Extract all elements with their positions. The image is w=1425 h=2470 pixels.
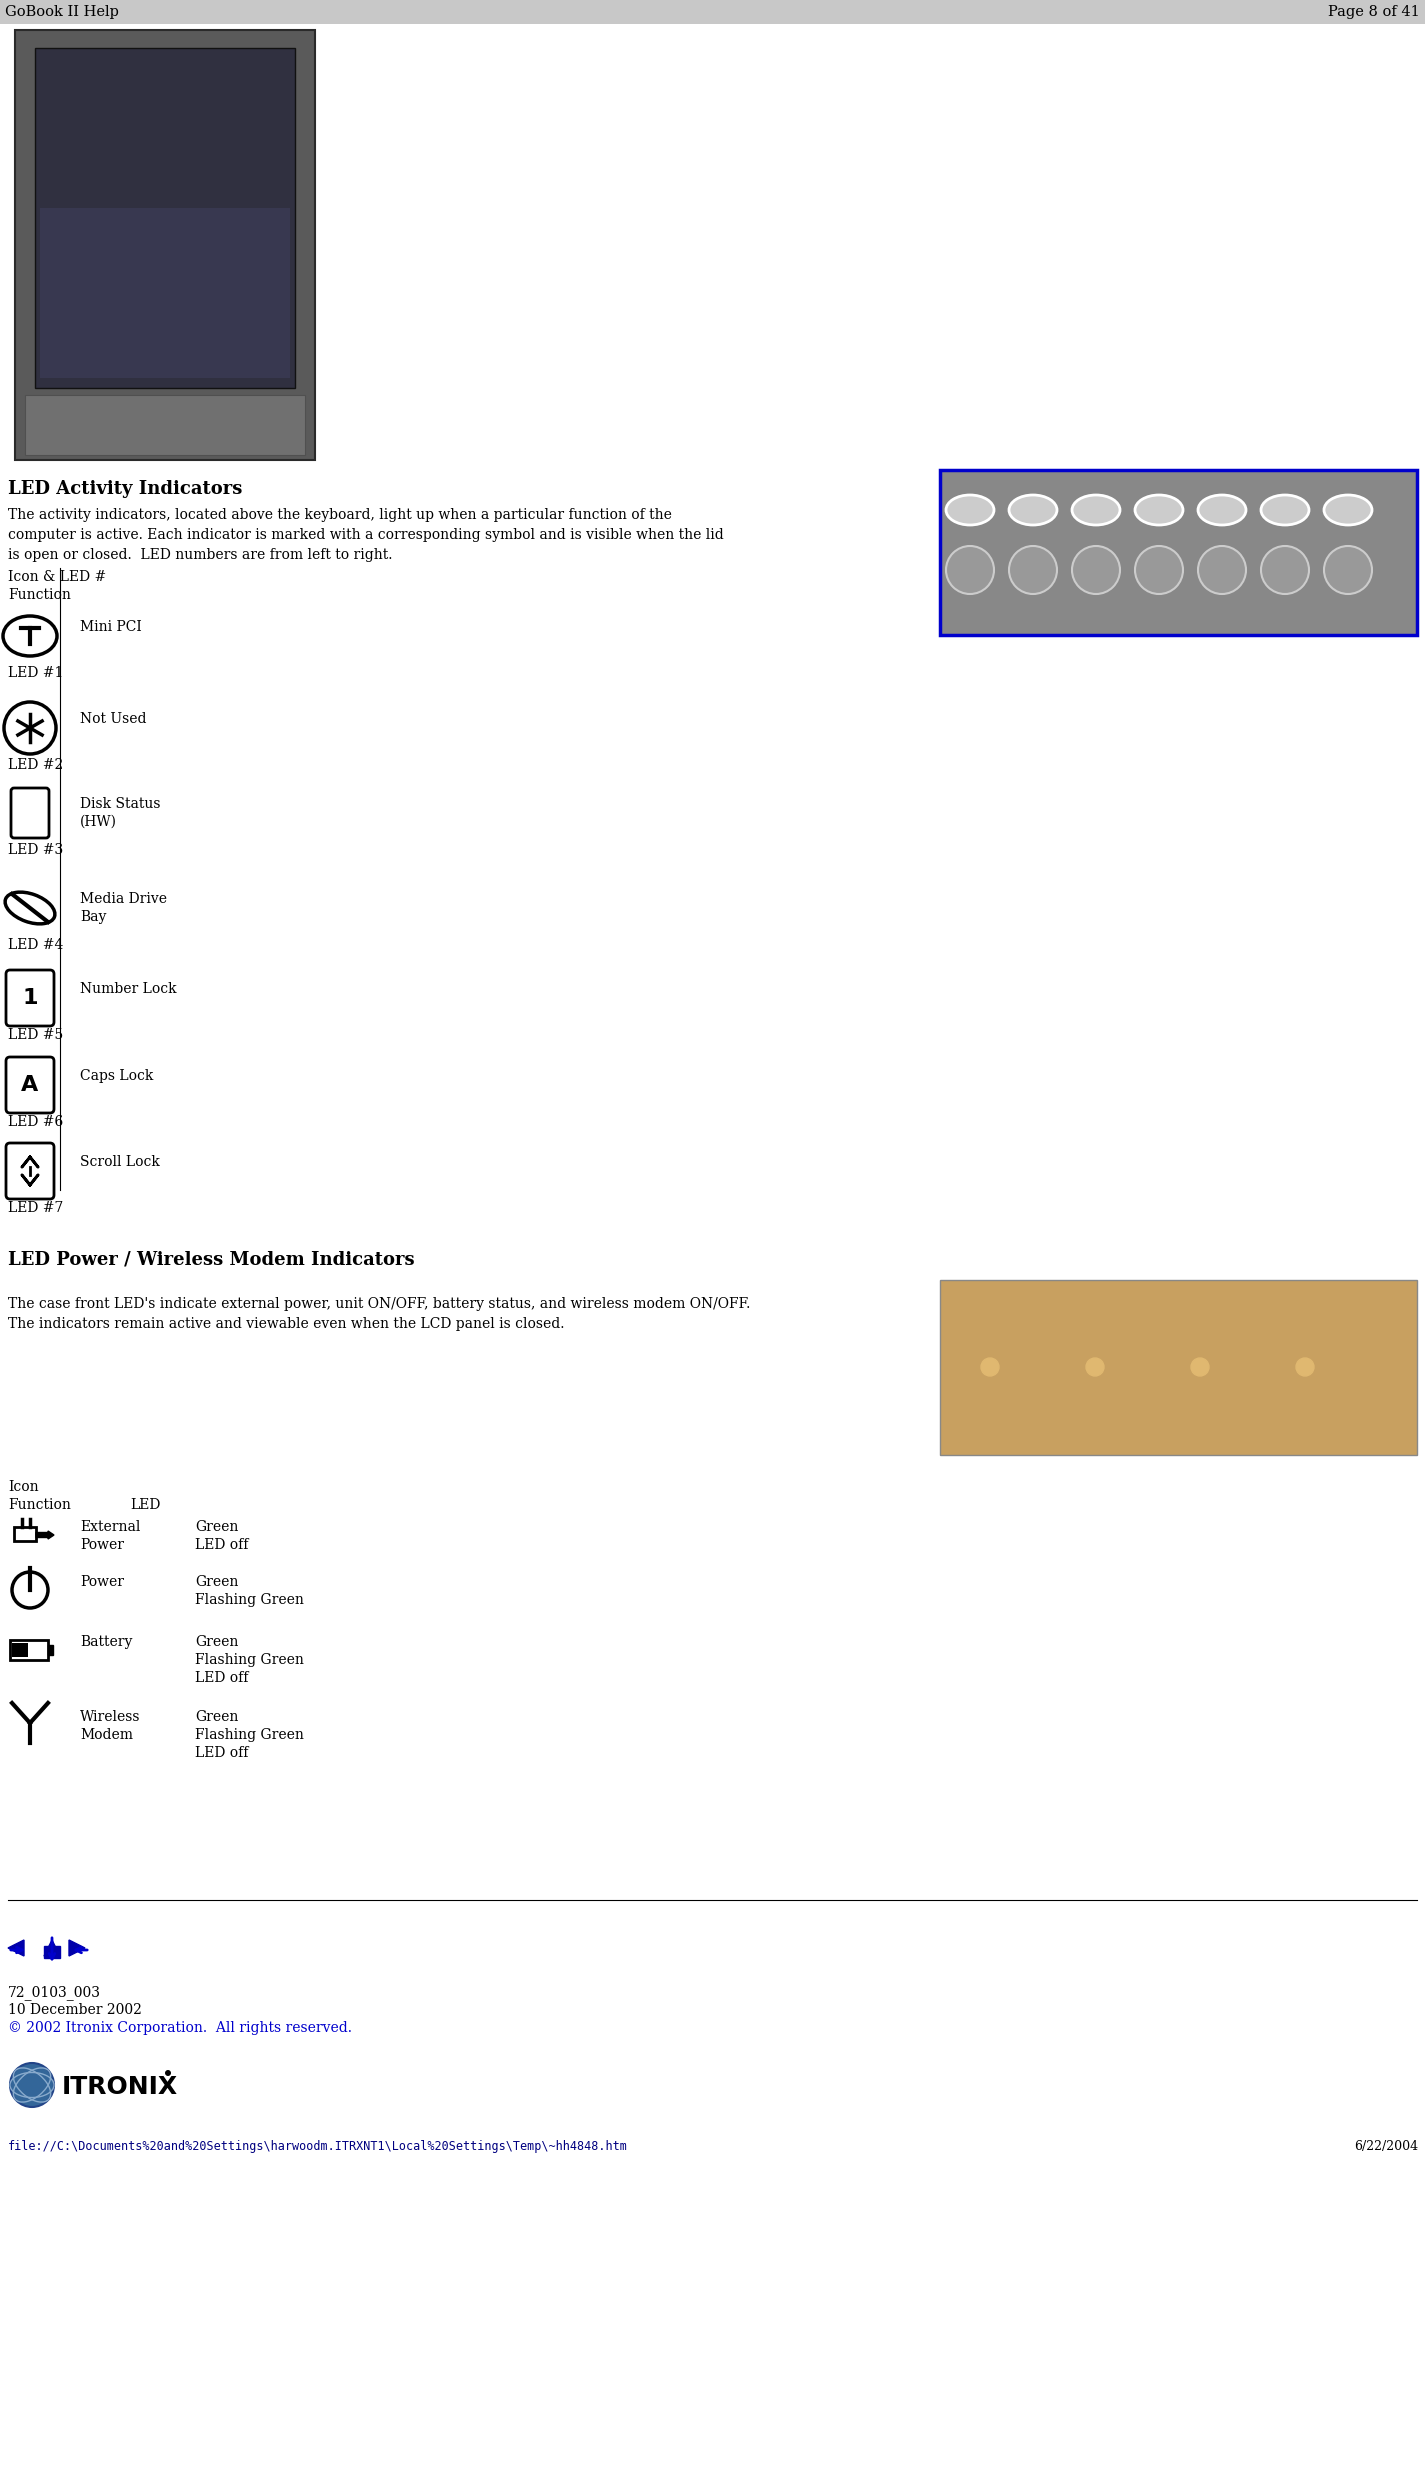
Ellipse shape [1072, 546, 1120, 593]
Text: Not Used: Not Used [80, 711, 147, 726]
Text: Scroll Lock: Scroll Lock [80, 1156, 160, 1168]
Text: Mini PCI: Mini PCI [80, 620, 141, 635]
Text: 1: 1 [23, 988, 37, 1008]
Text: is open or closed.  LED numbers are from left to right.: is open or closed. LED numbers are from … [9, 548, 392, 563]
Text: The activity indicators, located above the keyboard, light up when a particular : The activity indicators, located above t… [9, 509, 671, 521]
Text: © 2002 Itronix Corporation.  All rights reserved.: © 2002 Itronix Corporation. All rights r… [9, 2020, 352, 2035]
Text: Green: Green [195, 1635, 238, 1650]
Text: LED #6: LED #6 [9, 1114, 63, 1129]
Text: 6/22/2004: 6/22/2004 [1354, 2139, 1418, 2154]
Ellipse shape [1324, 494, 1372, 526]
Ellipse shape [946, 494, 995, 526]
Text: Flashing Green: Flashing Green [195, 1729, 304, 1741]
Text: Media Drive: Media Drive [80, 892, 167, 906]
Circle shape [1086, 1358, 1104, 1376]
Circle shape [1295, 1358, 1314, 1376]
Text: LED off: LED off [195, 1672, 248, 1685]
Text: LED off: LED off [195, 1539, 248, 1551]
Ellipse shape [1009, 494, 1057, 526]
Text: LED off: LED off [195, 1746, 248, 1761]
Text: Disk Status: Disk Status [80, 798, 161, 810]
Bar [940, 1279, 1416, 1455]
Bar [48, 1645, 53, 1655]
Text: Function: Function [9, 1497, 71, 1512]
Text: Green: Green [195, 1576, 238, 1588]
Text: Flashing Green: Flashing Green [195, 1652, 304, 1667]
Text: LED #4: LED #4 [9, 939, 63, 951]
Text: LED #2: LED #2 [9, 758, 63, 773]
Text: 10 December 2002: 10 December 2002 [9, 2003, 142, 2018]
Bar [11, 1643, 28, 1657]
Text: Green: Green [195, 1709, 238, 1724]
Text: LED: LED [130, 1497, 161, 1512]
Ellipse shape [1072, 494, 1120, 526]
Circle shape [980, 1358, 999, 1376]
Text: ITRONIX: ITRONIX [63, 2075, 178, 2099]
Text: Icon & LED #: Icon & LED # [9, 571, 107, 583]
Circle shape [4, 701, 56, 753]
Ellipse shape [1261, 546, 1310, 593]
Text: Number Lock: Number Lock [80, 983, 177, 995]
Ellipse shape [1134, 546, 1183, 593]
Ellipse shape [1009, 546, 1057, 593]
Text: Wireless: Wireless [80, 1709, 141, 1724]
Text: LED #7: LED #7 [9, 1200, 63, 1215]
Text: computer is active. Each indicator is marked with a corresponding symbol and is : computer is active. Each indicator is ma… [9, 529, 724, 541]
FancyBboxPatch shape [6, 1057, 54, 1114]
Text: Power: Power [80, 1539, 124, 1551]
Bar [14, 1526, 36, 1541]
Ellipse shape [1198, 546, 1245, 593]
Text: (HW): (HW) [80, 815, 117, 830]
Text: LED #3: LED #3 [9, 842, 63, 857]
Polygon shape [9, 1939, 24, 1956]
Text: Flashing Green: Flashing Green [195, 1593, 304, 1608]
Text: Icon: Icon [9, 1480, 38, 1494]
Text: Green: Green [195, 1519, 238, 1534]
Text: file://C:\Documents%20and%20Settings\harwoodm.ITRXNT1\Local%20Settings\Temp\~hh4: file://C:\Documents%20and%20Settings\har… [9, 2139, 628, 2154]
Ellipse shape [1324, 546, 1372, 593]
Bar [26, 395, 305, 454]
Text: The case front LED's indicate external power, unit ON/OFF, battery status, and w: The case front LED's indicate external p… [9, 1297, 751, 1312]
Text: Page 8 of 41: Page 8 of 41 [1328, 5, 1419, 20]
Circle shape [11, 1571, 48, 1608]
Text: LED Power / Wireless Modem Indicators: LED Power / Wireless Modem Indicators [9, 1250, 415, 1267]
Bar [16, 30, 315, 459]
Text: A: A [21, 1074, 38, 1094]
Ellipse shape [946, 546, 995, 593]
Ellipse shape [1134, 494, 1183, 526]
Ellipse shape [6, 892, 56, 924]
Bar [40, 207, 291, 378]
Text: External: External [80, 1519, 141, 1534]
Text: LED Activity Indicators: LED Activity Indicators [9, 479, 242, 499]
Text: Caps Lock: Caps Lock [80, 1070, 154, 1082]
Ellipse shape [3, 615, 57, 657]
Circle shape [165, 2070, 171, 2075]
Polygon shape [68, 1939, 86, 1956]
Text: LED #1: LED #1 [9, 667, 63, 679]
Bar [0, 0, 1425, 25]
FancyArrow shape [36, 1531, 54, 1539]
Bar [36, 47, 295, 388]
Text: GoBook II Help: GoBook II Help [6, 5, 118, 20]
FancyBboxPatch shape [6, 1144, 54, 1198]
Circle shape [10, 2062, 54, 2107]
Text: 72_0103_003: 72_0103_003 [9, 1986, 101, 2001]
FancyBboxPatch shape [6, 971, 54, 1025]
Circle shape [1191, 1358, 1208, 1376]
Text: The indicators remain active and viewable even when the LCD panel is closed.: The indicators remain active and viewabl… [9, 1317, 564, 1331]
Polygon shape [44, 1939, 60, 1956]
Bar [10, 1640, 48, 1660]
Text: LED #5: LED #5 [9, 1028, 63, 1042]
Ellipse shape [1198, 494, 1245, 526]
Ellipse shape [1261, 494, 1310, 526]
Text: Modem: Modem [80, 1729, 133, 1741]
Text: Battery: Battery [80, 1635, 133, 1650]
Text: Function: Function [9, 588, 71, 603]
Bar [44, 1946, 60, 1959]
FancyBboxPatch shape [11, 788, 48, 837]
Text: Power: Power [80, 1576, 124, 1588]
Bar [940, 469, 1416, 635]
Text: Bay: Bay [80, 909, 107, 924]
